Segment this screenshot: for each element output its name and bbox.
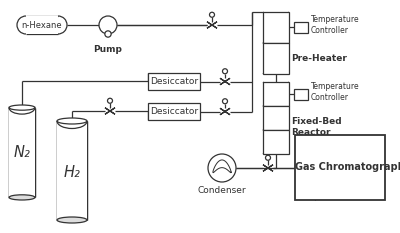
Circle shape <box>222 69 228 74</box>
Circle shape <box>210 12 214 17</box>
Bar <box>148 103 200 120</box>
Text: Pump: Pump <box>94 45 122 54</box>
Text: H₂: H₂ <box>64 165 80 180</box>
Text: Gas Chromatograph: Gas Chromatograph <box>295 162 400 172</box>
Bar <box>294 89 308 99</box>
Bar <box>295 135 385 200</box>
Circle shape <box>105 31 111 37</box>
Polygon shape <box>220 78 230 85</box>
Polygon shape <box>220 78 230 85</box>
Text: Condenser: Condenser <box>198 186 246 195</box>
Polygon shape <box>207 22 217 28</box>
Bar <box>263 106 289 130</box>
Bar <box>263 130 289 154</box>
Bar <box>263 12 289 43</box>
Bar <box>294 21 308 32</box>
Ellipse shape <box>9 105 35 110</box>
Polygon shape <box>105 108 115 114</box>
Polygon shape <box>207 22 217 28</box>
Polygon shape <box>105 108 115 114</box>
Ellipse shape <box>9 195 35 200</box>
Text: N₂: N₂ <box>14 145 30 160</box>
Text: Temperature
Controller: Temperature Controller <box>311 82 360 102</box>
Text: Fixed-Bed
Reactor: Fixed-Bed Reactor <box>291 116 342 137</box>
Bar <box>9 108 35 197</box>
Bar <box>263 43 289 74</box>
Ellipse shape <box>57 217 87 223</box>
Text: Desiccator: Desiccator <box>150 107 198 116</box>
Circle shape <box>99 16 117 34</box>
Ellipse shape <box>57 118 87 124</box>
Bar <box>263 82 289 106</box>
Polygon shape <box>220 108 230 115</box>
Polygon shape <box>263 165 273 171</box>
Polygon shape <box>263 165 273 171</box>
Text: n-Hexane: n-Hexane <box>22 21 62 30</box>
Circle shape <box>222 99 228 104</box>
Circle shape <box>108 98 112 103</box>
Text: Temperature
Controller: Temperature Controller <box>311 15 360 35</box>
Bar <box>57 121 87 220</box>
Bar <box>26 16 58 34</box>
Polygon shape <box>220 108 230 115</box>
Circle shape <box>266 155 270 160</box>
Text: Desiccator: Desiccator <box>150 77 198 86</box>
Circle shape <box>208 154 236 182</box>
Bar <box>148 73 200 90</box>
Text: Pre-Heater: Pre-Heater <box>291 54 347 63</box>
